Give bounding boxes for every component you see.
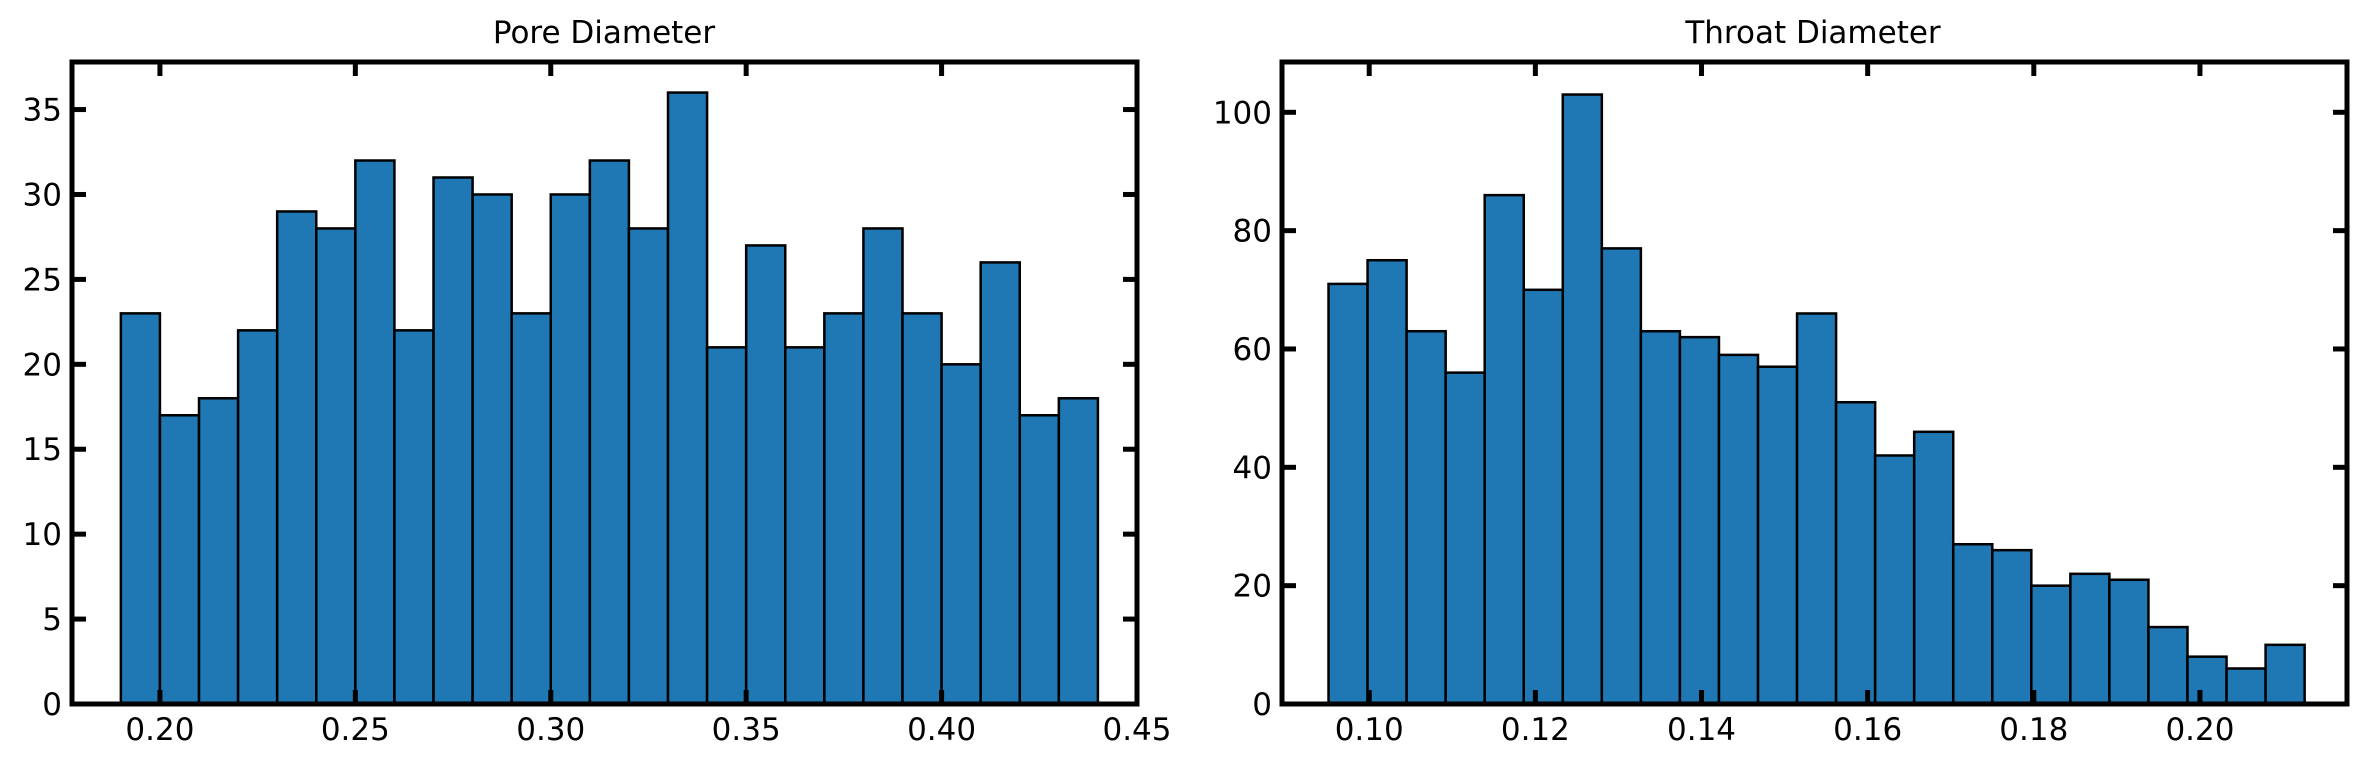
pore-diameter-bar <box>354 159 396 706</box>
pore-diameter-y-tick-label: 30 <box>23 177 62 213</box>
pore-diameter-y-tick-label: 35 <box>23 93 62 129</box>
throat-diameter-tick-labels: 0.10 0.12 0.14 0.16 0.18 0.20 0 20 40 60 80 100 <box>1213 95 2235 748</box>
throat-diameter-bar <box>1717 353 1760 706</box>
pore-diameter-bar <box>471 193 513 706</box>
pore-diameter-bar <box>705 346 748 706</box>
pore-diameter-bar <box>315 227 357 706</box>
throat-diameter-axes-frame <box>1279 59 2350 707</box>
throat-diameter-bar <box>1678 335 1721 706</box>
throat-diameter-bar <box>1522 288 1565 706</box>
throat-diameter-bar <box>2225 667 2267 706</box>
pore-diameter-x-tick-label: 0.45 <box>1102 712 1171 748</box>
pore-diameter-bar <box>666 91 709 706</box>
pore-diameter-bars <box>119 91 1100 706</box>
throat-diameter-bar <box>2264 643 2306 706</box>
pore-diameter-y-tick-label: 25 <box>23 262 62 298</box>
pore-diameter-y-tick-label: 20 <box>23 347 62 383</box>
pore-diameter-bar <box>1018 414 1061 706</box>
throat-diameter-bar <box>1561 93 1604 706</box>
pore-diameter-bar <box>1057 397 1100 706</box>
pore-diameter-bar <box>784 346 826 706</box>
throat-diameter-y-tick-label: 100 <box>1213 95 1272 131</box>
throat-diameter-bar <box>1795 312 1838 706</box>
pore-diameter-bar <box>979 261 1022 706</box>
pore-diameter-bar <box>823 312 865 706</box>
throat-diameter-x-tick-label: 0.18 <box>1999 712 2068 748</box>
throat-diameter-bar <box>2147 625 2189 706</box>
pore-diameter-bar <box>862 227 904 706</box>
throat-diameter-y-tick-label: 80 <box>1233 214 1272 250</box>
throat-diameter-bar <box>1483 193 1525 706</box>
pore-diameter-tick-labels: 0.20 0.25 0.30 0.35 0.40 0.45 0 5 10 15 20 25 30 35 <box>23 93 1172 748</box>
throat-diameter-bar <box>1951 542 1994 706</box>
throat-diameter-bar <box>1327 282 1369 706</box>
pore-diameter-bar <box>158 414 201 706</box>
pore-diameter-bar <box>510 312 553 706</box>
pore-diameter-bar <box>549 193 592 706</box>
pore-diameter-bar <box>744 244 787 706</box>
throat-diameter-bars <box>1327 93 2306 706</box>
throat-diameter-bar <box>2030 584 2072 706</box>
pore-diameter-x-tick-label: 0.30 <box>516 712 585 748</box>
throat-diameter-bar <box>1873 454 1916 706</box>
pore-diameter-y-tick-label: 0 <box>42 687 62 723</box>
throat-diameter-x-tick-label: 0.20 <box>2165 712 2234 748</box>
pore-diameter-bar <box>627 227 670 706</box>
throat-diameter-y-tick-label: 20 <box>1233 569 1272 605</box>
pore-diameter-x-tick-label: 0.20 <box>125 712 194 748</box>
throat-diameter-bar <box>1366 258 1408 706</box>
throat-diameter-x-tick-label: 0.10 <box>1335 712 1404 748</box>
throat-diameter-x-tick-label: 0.16 <box>1833 712 1902 748</box>
throat-diameter-bar <box>1639 329 1682 706</box>
pore-diameter-y-tick-label: 10 <box>23 517 62 553</box>
pore-diameter-bar <box>588 159 631 706</box>
pore-diameter-y-tick-label: 5 <box>42 602 62 638</box>
pore-diameter-x-tick-label: 0.40 <box>907 712 976 748</box>
pore-diameter-bar <box>393 329 435 706</box>
throat-diameter-bar <box>2186 655 2228 706</box>
pore-diameter-x-tick-label: 0.25 <box>321 712 390 748</box>
throat-diameter-histogram: Throat Diameter 0.10 0.12 0.14 0.16 0.18 0.20… <box>1213 15 2350 748</box>
pore-diameter-bar <box>901 312 943 706</box>
pore-diameter-axes-frame <box>69 59 1140 707</box>
pore-diameter-bar <box>197 397 240 706</box>
throat-diameter-bar <box>2108 578 2150 706</box>
pore-diameter-title: Pore Diameter <box>493 15 716 51</box>
throat-diameter-bar <box>1444 371 1486 706</box>
pore-diameter-bar <box>236 329 279 706</box>
pore-diameter-bar <box>432 176 474 706</box>
throat-diameter-x-tick-label: 0.14 <box>1667 712 1736 748</box>
throat-diameter-y-tick-label: 0 <box>1252 687 1272 723</box>
pore-diameter-bar <box>940 363 982 706</box>
throat-diameter-bar <box>1991 548 2033 706</box>
pore-diameter-histogram: Pore Diameter 0.20 0.25 0.30 0.35 0.40 0.45 0 5… <box>23 15 1172 748</box>
throat-diameter-bar <box>1756 365 1799 706</box>
throat-diameter-bar <box>1912 430 1955 706</box>
throat-diameter-bar <box>1600 247 1643 706</box>
pore-diameter-x-tick-label: 0.35 <box>712 712 781 748</box>
pore-diameter-bar <box>119 312 162 706</box>
pore-diameter-y-tick-label: 15 <box>23 432 62 468</box>
throat-diameter-bar <box>1834 400 1877 706</box>
throat-diameter-y-tick-label: 60 <box>1233 332 1272 368</box>
throat-diameter-x-tick-label: 0.12 <box>1501 712 1570 748</box>
throat-diameter-bar <box>2069 572 2111 706</box>
pore-diameter-bar <box>275 210 318 706</box>
throat-diameter-title: Throat Diameter <box>1684 15 1941 51</box>
throat-diameter-bar <box>1405 329 1447 706</box>
throat-diameter-y-tick-label: 40 <box>1233 450 1272 486</box>
